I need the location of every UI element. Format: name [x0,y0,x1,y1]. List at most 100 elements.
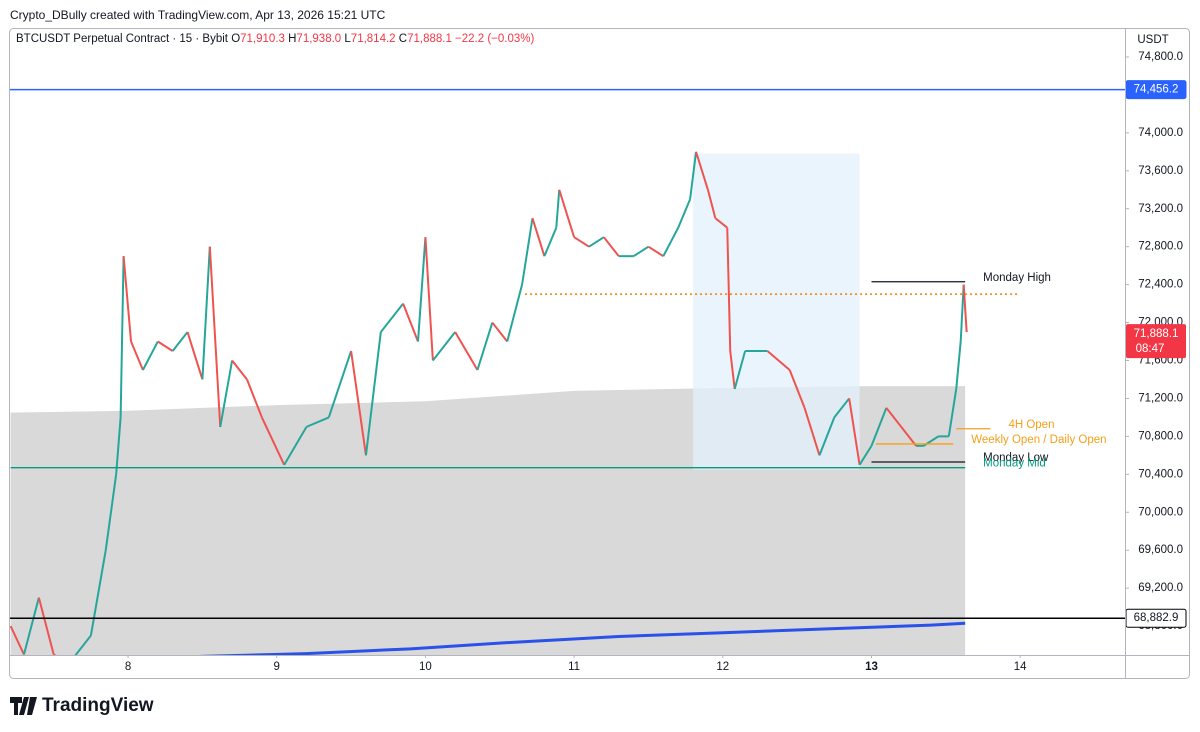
caption: Crypto_DBully created with TradingView.c… [10,8,386,22]
price-segment [729,350,736,390]
ohlc-key: L [344,33,351,45]
y-tick-label: 70,000.0 [1138,506,1183,518]
price-label: 68,882.9 [1134,612,1179,624]
price-segment [689,151,698,200]
logo [10,697,37,715]
price-segment [848,398,861,465]
price-segment [633,245,649,258]
price-segment [818,417,836,456]
price-segment [788,369,806,409]
last-price: 71,888.1 [1134,328,1179,340]
price-segment [219,360,234,428]
price-segment [119,256,125,418]
price-segment [327,350,353,418]
price-segment [201,246,211,380]
price-segment [543,227,558,257]
price-segment [171,331,189,352]
price-segment [89,550,107,636]
y-tick-label: 74,800.0 [1138,51,1183,63]
price-segment [885,407,903,428]
price-segment [506,284,524,342]
ohlc-key: C [398,33,408,45]
price-segment [870,407,888,447]
change: −22.2 (−0.03%) [455,33,535,45]
price-segment [364,331,382,456]
price-label: 74,456.2 [1134,84,1179,96]
price-segment [959,284,965,342]
legend: BTCUSDT Perpetual Contract · 15 · Bybit … [16,33,534,45]
x-tick-label: 8 [125,661,131,673]
symbol: BTCUSDT Perpetual Contract · 15 · Bybit [16,33,228,45]
price-segment [662,227,680,257]
price-segment [955,341,962,390]
price-segment [476,322,494,371]
price-segment [208,246,222,427]
price-segment [766,350,791,371]
y-tick-label: 69,200.0 [1138,582,1183,594]
price-segment [900,426,917,447]
x-tick-label: 10 [419,661,432,673]
ohlc-value: 71,938.0 [296,33,342,45]
price-segment [432,331,456,362]
level-label: Monday High [983,272,1051,284]
price-segment [858,445,873,466]
price-segment [833,397,850,419]
x-tick-label: 11 [568,661,580,673]
x-tick-label: 9 [274,661,280,673]
price-segment [130,341,144,371]
x-tick-label: 12 [716,661,729,673]
price-segment [726,227,732,352]
price-segment [555,189,561,228]
price-segment [402,303,419,342]
price-segment [122,256,133,342]
x-tick-label: 13 [865,661,878,673]
price-segment [647,245,664,258]
price-segment [283,426,308,466]
price-segment [733,350,747,390]
y-tick-label: 74,000.0 [1138,127,1183,139]
ohlc-value: 71,888.1 [407,33,452,45]
price-segment [37,597,55,655]
price-segment [454,331,479,371]
ohlc-key: O [231,33,241,45]
price-segment [573,236,590,248]
axis-unit: USDT [1137,34,1168,46]
x-tick-label: 14 [1014,661,1027,673]
ohlc-key: H [288,33,297,45]
y-tick-label: 71,200.0 [1138,392,1183,404]
level-label: Monday Mid [983,458,1046,470]
price-segment [424,237,434,361]
price-segment [695,151,709,191]
price-segment [962,284,968,333]
ohlc-value: 71,910.3 [240,33,285,45]
price-segment [603,236,620,257]
level-label: Weekly Open / Daily Open [971,434,1106,446]
y-tick-label: 73,600.0 [1138,165,1183,177]
price-segment [142,341,159,371]
price-segment [706,189,717,219]
moving-average [199,621,966,655]
price-segment [104,474,118,551]
price-segment [246,379,263,418]
y-tick-label: 72,800.0 [1138,241,1183,253]
y-tick-label: 70,400.0 [1138,468,1183,480]
price-segment [521,218,534,285]
level-label: 4H Open [1008,419,1054,431]
last-price-box [1126,324,1186,359]
countdown: 08:47 [1136,343,1165,355]
brand: TradingView [42,695,154,716]
plot [10,151,968,655]
price-segment [10,625,25,655]
y-tick-label: 70,800.0 [1138,430,1183,442]
y-tick-label: 73,200.0 [1138,203,1183,215]
price-segment [714,217,728,229]
price-segment [491,321,508,343]
y-tick-label: 72,400.0 [1138,279,1183,291]
y-tick-label: 69,600.0 [1138,544,1183,556]
price-segment [416,237,427,342]
price-segment [677,198,692,229]
level-label: Monday Low [983,452,1049,464]
price-segment [803,407,821,456]
